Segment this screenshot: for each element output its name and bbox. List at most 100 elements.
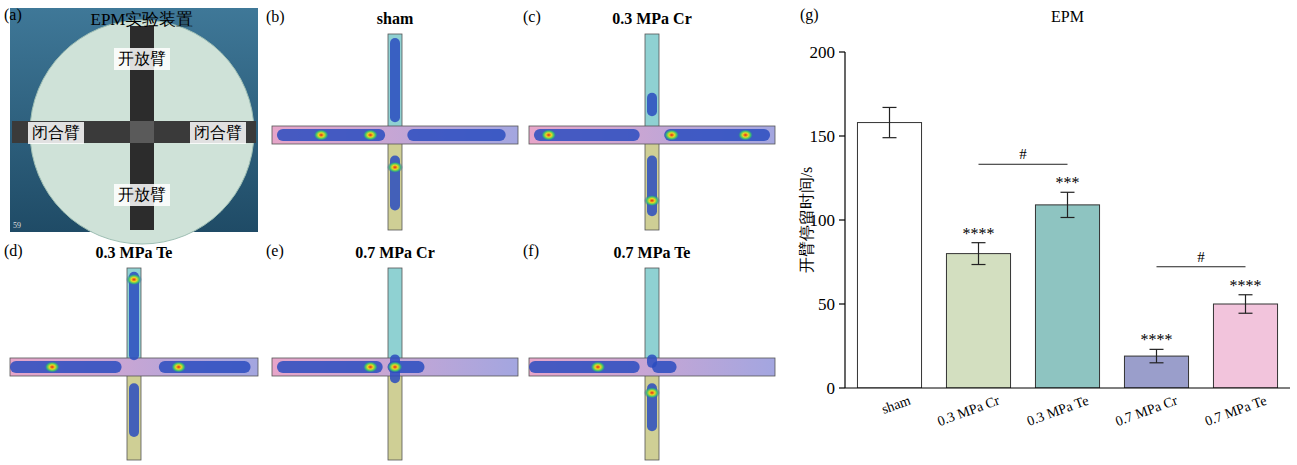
closed-arm bbox=[272, 126, 518, 144]
significance: **** bbox=[1230, 277, 1262, 294]
bar bbox=[1035, 205, 1099, 388]
label-patch bbox=[114, 48, 170, 70]
panel-letter: (a) bbox=[4, 6, 22, 24]
y-tick-label: 200 bbox=[810, 43, 836, 62]
hot-spot bbox=[664, 129, 680, 141]
hot-spot bbox=[590, 361, 606, 373]
heatmap-panel: 0.7 MPa Te (f) bbox=[523, 242, 775, 460]
error-stem bbox=[1067, 192, 1068, 217]
open-arm-top bbox=[645, 268, 659, 364]
x-tick-label: 0.3 MPa Te bbox=[1025, 393, 1091, 429]
error-bar bbox=[1150, 349, 1164, 362]
heatmap-panel: 0.7 MPa Cr (e) bbox=[266, 242, 518, 460]
hot-spot bbox=[171, 361, 187, 373]
hot-spot bbox=[737, 129, 753, 141]
label-patch bbox=[190, 122, 246, 144]
track bbox=[277, 129, 385, 141]
error-cap bbox=[972, 264, 986, 265]
track bbox=[529, 361, 640, 373]
comparison-line bbox=[979, 164, 1068, 165]
heatmap-panel: 0.3 MPa Cr (c) bbox=[523, 8, 775, 230]
panel-title: 0.7 MPa Te bbox=[614, 244, 691, 261]
panel-letter: (d) bbox=[4, 242, 23, 260]
bar bbox=[1213, 304, 1277, 388]
figure: EPM实验装置(a)开放臂闭合臂闭合臂开放臂59sham(b)0.3 MPa C… bbox=[0, 0, 1297, 465]
y-tick bbox=[839, 303, 845, 304]
error-stem bbox=[978, 243, 979, 265]
x-axis bbox=[845, 387, 1290, 388]
track bbox=[647, 156, 657, 217]
significance: **** bbox=[1141, 331, 1173, 348]
track bbox=[407, 129, 505, 141]
open-arm-bottom bbox=[388, 132, 402, 230]
arm-label: 开放臂 bbox=[118, 186, 166, 203]
panel-title: sham bbox=[377, 10, 414, 27]
label-patch bbox=[114, 184, 170, 206]
hot-spot bbox=[541, 129, 557, 141]
error-bar bbox=[1239, 295, 1253, 313]
open-arm-bottom bbox=[645, 132, 659, 230]
error-stem bbox=[1156, 349, 1157, 362]
error-cap bbox=[1061, 217, 1075, 218]
hot-spot bbox=[126, 274, 142, 286]
x-tick-label: 0.7 MPa Te bbox=[1203, 393, 1269, 429]
error-stem bbox=[1245, 295, 1246, 313]
panel-title: 0.3 MPa Cr bbox=[612, 10, 692, 27]
hot-spot bbox=[644, 387, 660, 399]
error-bar bbox=[972, 243, 986, 265]
error-bar bbox=[883, 107, 897, 137]
y-axis-title: 开臂停留时间/s bbox=[798, 167, 815, 274]
closed-arm bbox=[12, 121, 256, 143]
y-tick-label: 0 bbox=[827, 379, 836, 398]
significance: *** bbox=[1056, 174, 1080, 191]
panel-letter: (b) bbox=[266, 8, 285, 26]
track bbox=[664, 129, 770, 141]
heatmap-panel: 0.3 MPa Te(d) bbox=[4, 242, 258, 460]
open-arm-bottom bbox=[127, 364, 141, 460]
y-tick bbox=[839, 135, 845, 136]
panel-letter: (g) bbox=[800, 6, 819, 24]
center-zone bbox=[130, 121, 154, 143]
x-tick-label: 0.3 MPa Cr bbox=[935, 393, 1001, 429]
label-patch bbox=[28, 122, 84, 144]
panel-letter: (e) bbox=[266, 242, 284, 260]
track bbox=[647, 354, 657, 367]
panel-title: EPM实验装置 bbox=[91, 10, 194, 29]
x-tick-label: 0.7 MPa Cr bbox=[1113, 393, 1179, 429]
track bbox=[277, 361, 383, 373]
heatmap-panel: sham (b) bbox=[266, 8, 518, 230]
open-arm-top bbox=[388, 34, 402, 132]
bar bbox=[857, 123, 921, 388]
arm-label: 闭合臂 bbox=[194, 124, 242, 141]
track bbox=[388, 361, 425, 373]
track bbox=[10, 361, 122, 373]
arm-label: 开放臂 bbox=[118, 50, 166, 67]
error-cap bbox=[1239, 294, 1253, 295]
apparatus-panel: EPM实验装置(a)开放臂闭合臂闭合臂开放臂59 bbox=[4, 6, 258, 244]
panel-title: 0.7 MPa Cr bbox=[355, 244, 435, 261]
panel-letter: (f) bbox=[523, 242, 539, 260]
error-bar bbox=[1061, 192, 1075, 217]
platform bbox=[30, 20, 254, 244]
open-arm-top bbox=[645, 34, 659, 132]
y-tick-label: 50 bbox=[818, 295, 835, 314]
open-arm-top bbox=[127, 268, 141, 364]
track bbox=[390, 38, 400, 122]
error-cap bbox=[1150, 362, 1164, 363]
bar-chart: (g)EPM050100150200开臂停留时间/ssham0.3 MPa Cr… bbox=[798, 6, 1290, 429]
hot-spot bbox=[387, 361, 403, 373]
hot-spot bbox=[44, 361, 60, 373]
hot-spot bbox=[362, 129, 378, 141]
closed-arm bbox=[529, 126, 775, 144]
bar bbox=[946, 254, 1010, 388]
hot-spot bbox=[387, 161, 403, 173]
error-cap bbox=[883, 107, 897, 108]
chart-title: EPM bbox=[1051, 8, 1084, 25]
error-cap bbox=[1061, 192, 1075, 193]
y-tick bbox=[839, 219, 845, 220]
panel-letter: (c) bbox=[523, 8, 541, 26]
closed-arm bbox=[10, 358, 258, 376]
significance: **** bbox=[963, 225, 995, 242]
comparison-label: # bbox=[1019, 146, 1027, 162]
hot-spot bbox=[362, 361, 378, 373]
